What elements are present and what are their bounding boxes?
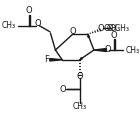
- Text: CH₃: CH₃: [73, 102, 87, 112]
- Text: O: O: [69, 27, 76, 36]
- Text: O: O: [103, 24, 110, 33]
- Text: O: O: [35, 19, 41, 28]
- Polygon shape: [94, 49, 106, 51]
- Text: CH₃: CH₃: [125, 46, 139, 55]
- Text: O: O: [76, 72, 83, 81]
- Text: O: O: [25, 6, 32, 15]
- Text: O: O: [60, 85, 66, 94]
- Text: OCH₃: OCH₃: [110, 24, 130, 33]
- Text: CH₃: CH₃: [107, 24, 121, 33]
- Text: O: O: [104, 45, 111, 54]
- Text: O: O: [110, 31, 117, 40]
- Text: CH₃: CH₃: [1, 21, 15, 30]
- Text: O: O: [98, 24, 104, 33]
- Text: F: F: [44, 55, 48, 64]
- Polygon shape: [50, 59, 62, 61]
